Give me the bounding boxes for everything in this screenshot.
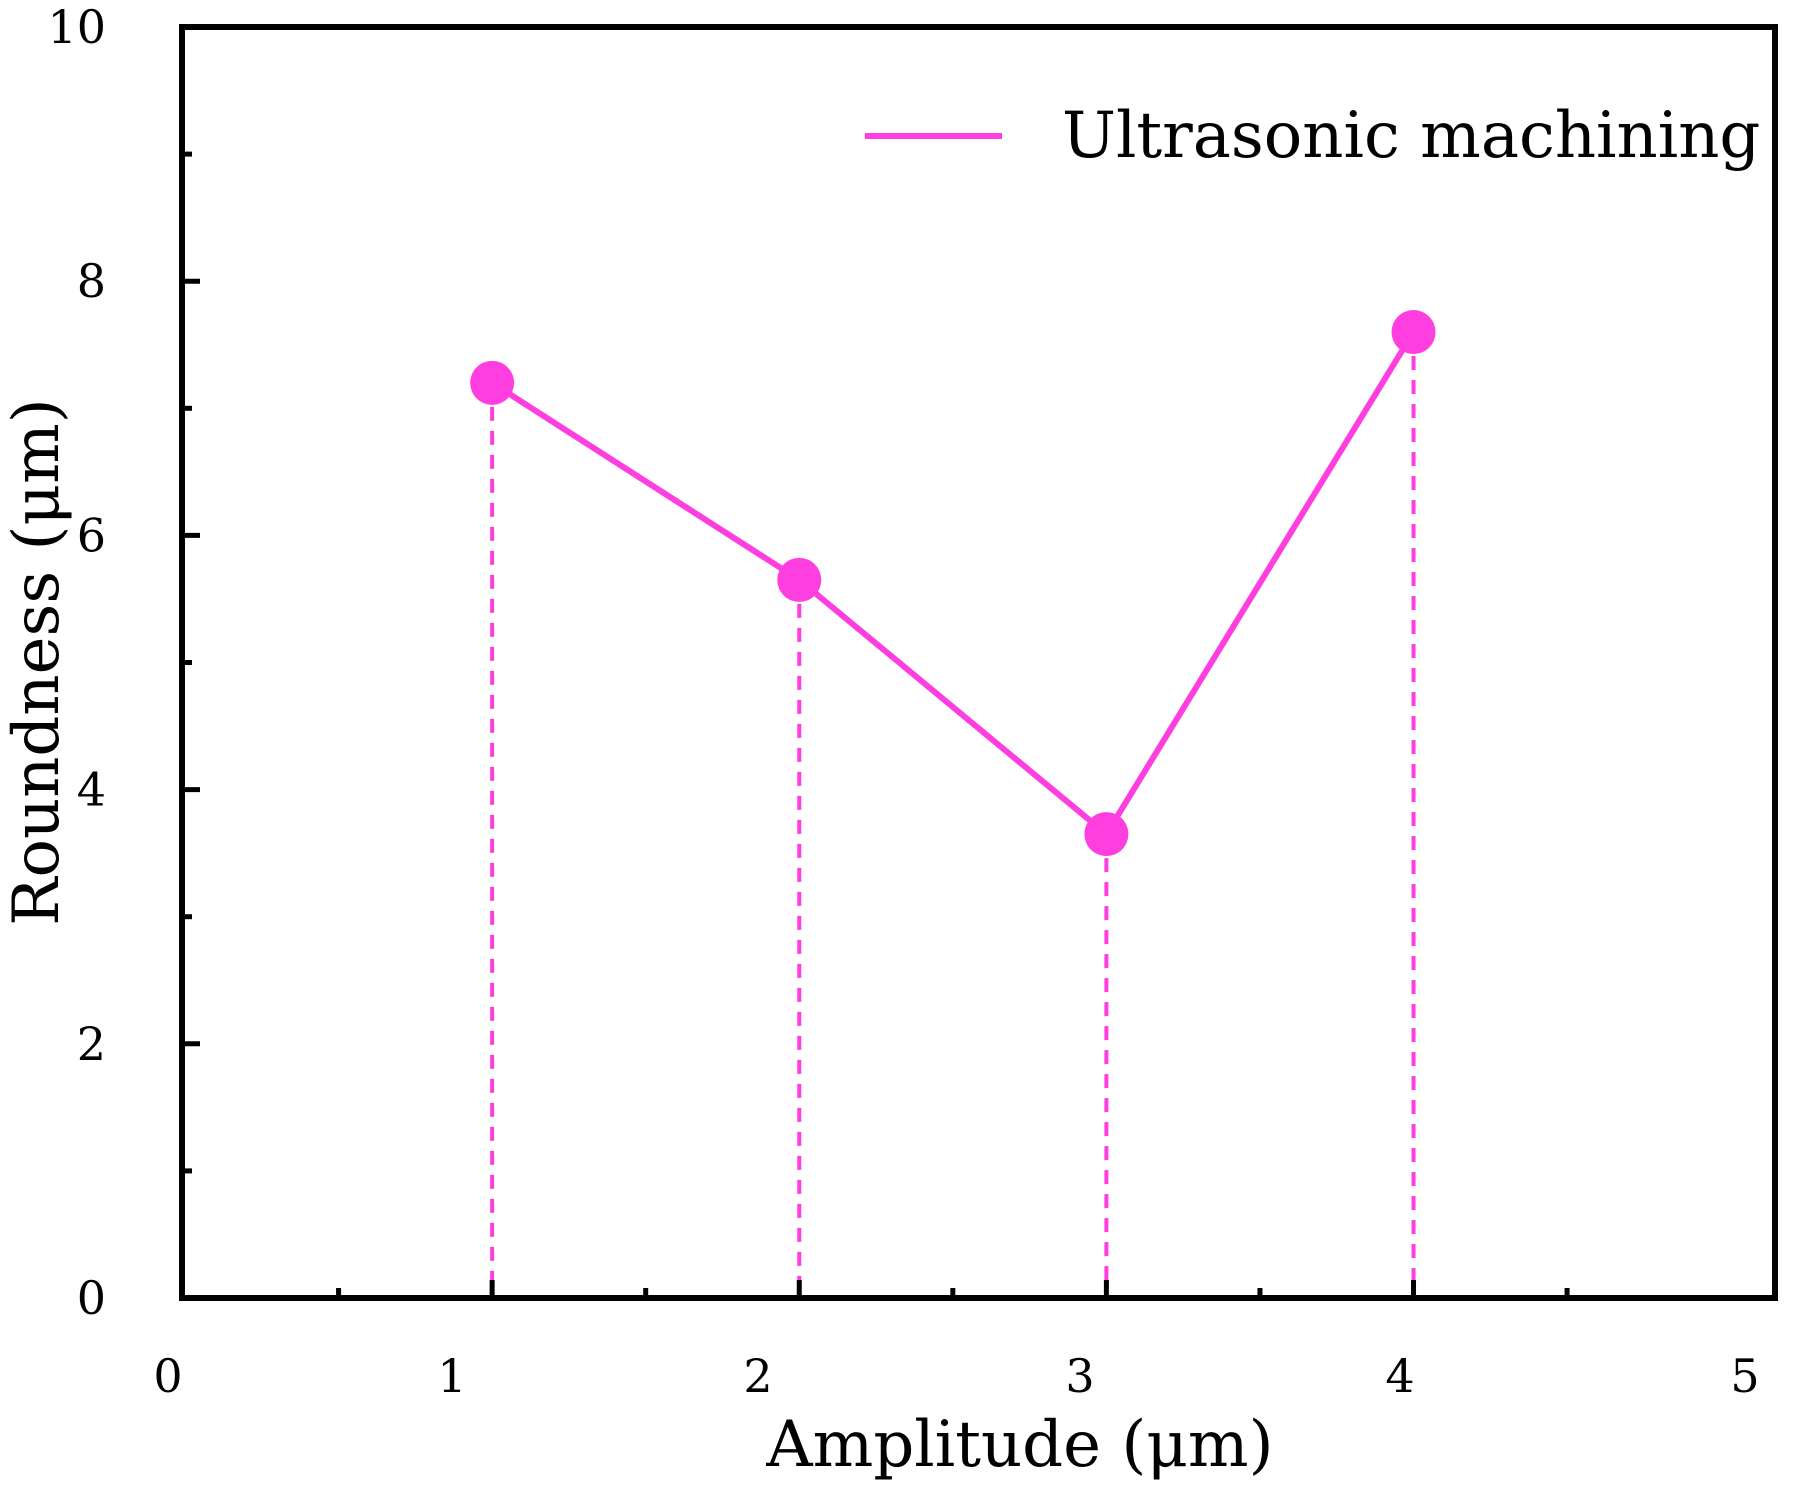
y-axis-title: Roundness (μm) bbox=[0, 398, 74, 925]
legend: Ultrasonic machining bbox=[865, 99, 1760, 173]
legend-label-ultrasonic: Ultrasonic machining bbox=[1062, 99, 1760, 173]
x-tick-labels: 0 1 2 3 4 5 bbox=[153, 1349, 1759, 1403]
y-tick-label-0: 0 bbox=[77, 1271, 106, 1325]
y-tick-label-8: 8 bbox=[77, 254, 106, 308]
y-tick-labels: 0 2 4 6 8 10 bbox=[47, 0, 106, 1325]
y-tick-label-10: 10 bbox=[47, 0, 106, 54]
data-point-3 bbox=[1084, 812, 1129, 857]
x-tick-label-5: 5 bbox=[1730, 1349, 1759, 1403]
x-tick-label-2: 2 bbox=[743, 1349, 772, 1403]
data-point-4 bbox=[1391, 310, 1436, 355]
x-tick-label-4: 4 bbox=[1385, 1349, 1414, 1403]
x-axis-title: Amplitude (μm) bbox=[765, 1408, 1273, 1482]
series-line-1 bbox=[490, 330, 1417, 838]
axis-ticks bbox=[182, 151, 1570, 1298]
drop-lines bbox=[490, 332, 1416, 1298]
x-tick-label-0: 0 bbox=[153, 1349, 182, 1403]
y-tick-label-2: 2 bbox=[77, 1017, 106, 1071]
y-tick-label-6: 6 bbox=[77, 508, 106, 562]
y-tick-label-4: 4 bbox=[77, 763, 106, 817]
x-tick-label-3: 3 bbox=[1065, 1349, 1094, 1403]
data-point-1 bbox=[470, 360, 515, 405]
x-tick-label-1: 1 bbox=[437, 1349, 466, 1403]
plot-frame bbox=[179, 24, 1778, 1301]
data-point-2 bbox=[777, 557, 822, 602]
series-layer bbox=[470, 310, 1436, 857]
